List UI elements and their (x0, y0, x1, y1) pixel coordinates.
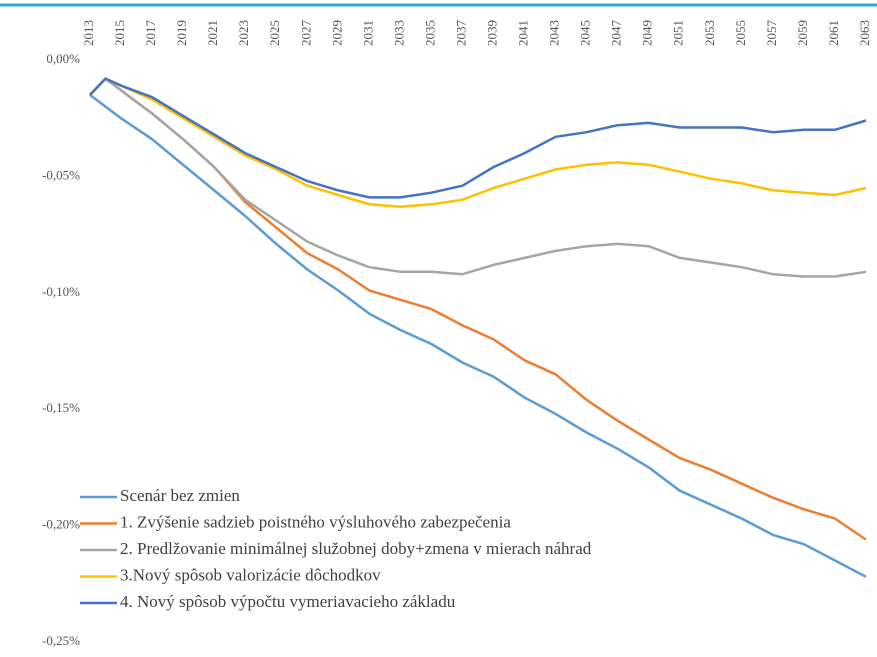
x-tick-label: 2049 (640, 20, 655, 46)
x-tick-label: 2015 (112, 20, 127, 46)
x-tick-label: 2041 (516, 20, 531, 46)
x-tick-label: 2013 (81, 20, 96, 46)
y-tick-label: -0,15% (42, 400, 80, 415)
series-line (89, 77, 867, 278)
y-tick-label: -0,05% (42, 167, 80, 182)
x-tick-label: 2027 (298, 20, 313, 47)
x-tick-label: 2051 (671, 20, 686, 46)
x-tick-label: 2023 (236, 20, 251, 46)
x-tick-label: 2045 (578, 20, 593, 46)
series-line (89, 93, 867, 578)
legend-label: 1. Zvýšenie sadzieb poistného výsluhovéh… (120, 512, 511, 531)
x-tick-label: 2053 (702, 20, 717, 46)
y-tick-label: 0,00% (46, 51, 80, 66)
y-tick-label: -0,10% (42, 284, 80, 299)
x-tick-label: 2057 (764, 20, 779, 47)
x-tick-label: 2021 (205, 20, 220, 46)
x-tick-label: 2031 (360, 20, 375, 46)
x-tick-label: 2019 (174, 20, 189, 46)
x-tick-label: 2039 (485, 20, 500, 46)
x-tick-label: 2035 (422, 20, 437, 46)
x-tick-label: 2059 (795, 20, 810, 46)
x-tick-label: 2037 (453, 20, 468, 47)
legend-label: Scenár bez zmien (120, 486, 240, 505)
y-tick-label: -0,25% (42, 633, 80, 648)
x-tick-label: 2017 (143, 20, 158, 47)
y-tick-label: -0,20% (42, 517, 80, 532)
x-tick-label: 2029 (329, 20, 344, 46)
series-line (89, 77, 867, 208)
x-tick-label: 2061 (826, 20, 841, 46)
legend-label: 3.Nový spôsob valorizácie dôchodkov (120, 565, 381, 584)
series-line (89, 77, 867, 199)
x-tick-label: 2063 (857, 20, 872, 46)
x-tick-label: 2043 (547, 20, 562, 46)
x-tick-label: 2055 (733, 20, 748, 46)
legend-label: 4. Nový spôsob výpočtu vymeriavacieho zá… (120, 592, 456, 611)
x-tick-label: 2025 (267, 20, 282, 46)
x-tick-label: 2033 (391, 20, 406, 46)
x-tick-label: 2047 (609, 20, 624, 47)
legend-label: 2. Predlžovanie minimálnej služobnej dob… (120, 539, 592, 558)
